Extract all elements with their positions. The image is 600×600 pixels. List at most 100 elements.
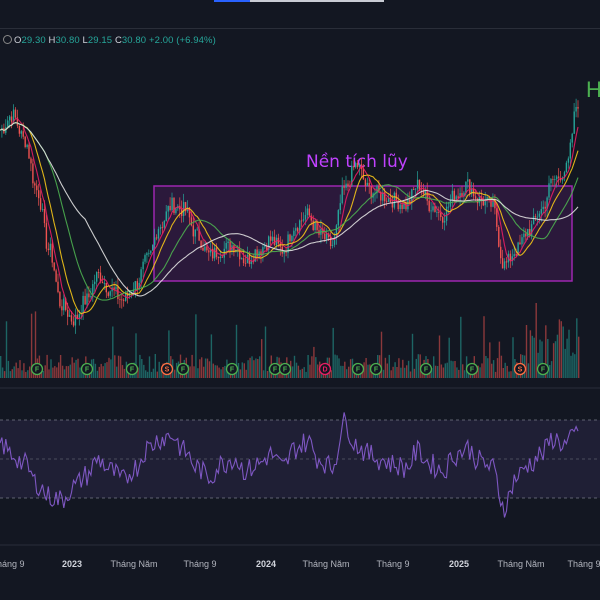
candle-body <box>273 236 276 245</box>
candle-body <box>248 255 251 264</box>
moving-averages <box>0 118 579 320</box>
volume-bar <box>146 371 149 378</box>
volume-bar <box>309 364 311 378</box>
candle-body <box>567 158 570 163</box>
candle-body <box>529 229 531 236</box>
volume-bar <box>13 366 15 378</box>
volume-bar <box>477 365 479 378</box>
volume-bar <box>61 365 64 378</box>
volume-bar <box>30 313 33 378</box>
volume-bar <box>458 369 460 378</box>
volume-bar <box>549 365 551 378</box>
volume-bar <box>407 360 410 378</box>
volume-bar <box>50 359 52 378</box>
volume-bar <box>63 369 66 378</box>
volume-bar <box>317 364 319 378</box>
volume-bar <box>102 366 104 378</box>
candle-body <box>169 206 171 211</box>
candle-body <box>530 224 533 236</box>
candle-body <box>453 190 455 202</box>
event-marker-text: F <box>130 367 135 374</box>
candle-body <box>521 237 523 245</box>
volume-bar <box>139 354 141 378</box>
candle-body <box>134 281 136 291</box>
candle-body <box>314 222 316 230</box>
volume-bar <box>297 365 300 378</box>
volume-bar <box>106 362 108 378</box>
volume-bar <box>58 362 60 378</box>
volume-bar <box>442 367 445 378</box>
candle-body <box>221 256 223 258</box>
event-marker-f: F <box>536 362 550 376</box>
time-axis-label: Tháng 9 <box>376 559 409 569</box>
volume-bar <box>75 359 77 378</box>
time-axis-label: 2023 <box>62 559 82 569</box>
volume-bar <box>463 370 466 378</box>
candle-body <box>266 245 268 250</box>
volume-bar <box>121 365 124 378</box>
event-marker-text: F <box>374 367 379 374</box>
volume-bar <box>253 360 255 378</box>
candle-body <box>254 249 256 262</box>
candle-body <box>492 198 494 207</box>
candle-body <box>244 263 247 264</box>
event-marker-circle <box>30 362 44 376</box>
event-marker-circle <box>419 362 433 376</box>
volume-bar <box>191 354 193 378</box>
candle-body <box>157 228 160 239</box>
candle-body <box>260 251 262 256</box>
event-marker-circle <box>278 362 292 376</box>
time-axis-label: Tháng 9 <box>183 559 216 569</box>
visibility-toggle-icon[interactable] <box>3 35 12 44</box>
candle-body <box>47 248 50 251</box>
volume-bar <box>156 371 158 378</box>
volume-bar <box>512 337 514 378</box>
event-marker-f: F <box>225 362 239 376</box>
volume-bar <box>539 339 541 378</box>
volume-bar <box>336 355 338 378</box>
candle-body <box>546 197 548 209</box>
volume-bar <box>114 355 116 378</box>
event-marker-text: F <box>273 367 278 374</box>
volume-bar <box>541 341 543 378</box>
candle-body <box>459 193 461 198</box>
candle-body <box>212 248 214 259</box>
volume-bar <box>545 325 547 378</box>
candle-body <box>577 107 579 109</box>
volume-bar <box>5 321 8 378</box>
volume-bar <box>508 371 510 378</box>
candle-body <box>432 206 434 211</box>
candle-body <box>515 254 517 256</box>
volume-bar <box>193 366 195 378</box>
candle-body <box>72 321 75 326</box>
candle-body <box>544 206 546 209</box>
toolbar-tab-indicator-active[interactable] <box>214 0 250 2</box>
candle-body <box>362 168 365 180</box>
toolbar-tab-indicator[interactable] <box>250 0 384 2</box>
volume-bar <box>487 358 489 378</box>
candle-body <box>204 246 206 251</box>
candle-body <box>271 236 274 241</box>
candle-body <box>196 228 198 230</box>
candle-body <box>82 295 84 314</box>
volume-bar <box>417 354 419 378</box>
volume-bar <box>29 366 31 378</box>
candle-body <box>28 144 30 159</box>
candle-body <box>148 253 150 255</box>
candle-body <box>262 247 264 256</box>
candle-body <box>198 228 200 241</box>
volume-bar <box>168 330 170 378</box>
volume-bar <box>206 358 209 378</box>
volume-bar <box>547 339 549 378</box>
candle-body <box>413 189 415 190</box>
candle-body <box>540 209 542 214</box>
volume-bar <box>485 356 487 378</box>
volume-bar <box>483 316 485 378</box>
candle-body <box>14 109 17 118</box>
ma-fast-pink <box>0 118 579 320</box>
event-marker-circle <box>465 362 479 376</box>
candle-body <box>355 162 357 168</box>
candle-body <box>96 272 98 282</box>
candle-body <box>161 227 164 228</box>
